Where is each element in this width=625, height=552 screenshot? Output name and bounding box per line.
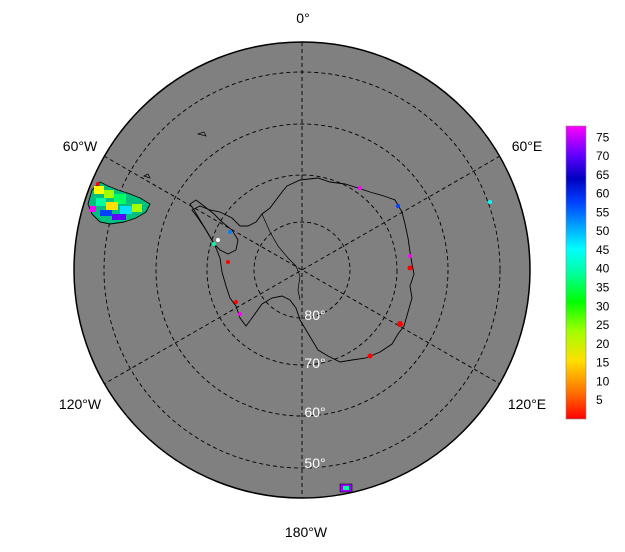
colorbar-tick-label: 5 xyxy=(596,393,603,407)
data-point xyxy=(407,265,413,271)
data-point xyxy=(234,300,238,304)
longitude-gridlines xyxy=(103,42,501,498)
data-point xyxy=(228,230,232,234)
data-point xyxy=(238,312,242,316)
data-point xyxy=(397,321,403,327)
data-patch xyxy=(96,198,106,206)
lat-label-50: 50° xyxy=(304,455,325,471)
colorbar-tick-label: 55 xyxy=(596,205,610,219)
sea-ice-data xyxy=(90,131,492,493)
data-point xyxy=(396,204,400,208)
colorbar-tick-label: 60 xyxy=(596,187,610,201)
lat-circle-60 xyxy=(155,123,449,417)
colorbar-tick-label: 75 xyxy=(596,130,610,144)
lon-label-60w: 60°W xyxy=(63,138,98,154)
data-patch xyxy=(104,190,114,198)
data-patch xyxy=(112,214,126,220)
data-point xyxy=(367,353,373,359)
data-patch xyxy=(100,210,112,216)
data-point xyxy=(358,186,362,190)
data-point xyxy=(96,182,100,186)
lon-label-120e: 120°E xyxy=(508,396,546,412)
ice-shelf-line xyxy=(261,213,301,301)
colorbar-tick-label: 30 xyxy=(596,299,610,313)
island xyxy=(196,131,207,137)
data-point xyxy=(408,254,412,258)
data-patch xyxy=(94,186,104,194)
island xyxy=(143,173,151,179)
meridian-60E-120W xyxy=(103,155,501,385)
data-point xyxy=(226,260,230,264)
data-point xyxy=(488,200,492,204)
colorbar-tick-label: 45 xyxy=(596,243,610,257)
data-patch xyxy=(343,486,349,490)
antarctica-coastline xyxy=(191,177,415,363)
data-point xyxy=(212,242,216,246)
lon-label-180: 180°W xyxy=(285,524,328,540)
colorbar-tick-label: 40 xyxy=(596,262,610,276)
data-patch xyxy=(90,206,96,212)
lon-label-0: 0° xyxy=(296,10,309,26)
meridian-60W-120E xyxy=(103,155,501,385)
data-point xyxy=(216,238,220,242)
lat-circle-80 xyxy=(253,221,351,319)
data-patch xyxy=(120,206,132,214)
antarctic-peninsula xyxy=(189,199,239,255)
data-patch xyxy=(114,194,126,204)
colorbar-tick-label: 70 xyxy=(596,149,610,163)
data-patch xyxy=(106,202,118,210)
colorbar-tick-label: 35 xyxy=(596,281,610,295)
lat-label-60: 60° xyxy=(304,404,325,420)
lat-label-80: 80° xyxy=(304,307,325,323)
colorbar-ticks: 75 70 65 60 55 50 45 40 35 30 25 20 15 10 5 xyxy=(596,130,610,407)
lat-label-70: 70° xyxy=(304,355,325,371)
colorbar-tick-label: 10 xyxy=(596,374,610,388)
colorbar-tick-label: 25 xyxy=(596,318,610,332)
colorbar-tick-label: 15 xyxy=(596,356,610,370)
colorbar xyxy=(565,125,587,420)
data-patch xyxy=(132,204,142,212)
lon-label-120w: 120°W xyxy=(59,396,102,412)
colorbar-tick-label: 65 xyxy=(596,168,610,182)
lon-label-60e: 60°E xyxy=(512,138,543,154)
colorbar-tick-label: 20 xyxy=(596,337,610,351)
colorbar-tick-label: 50 xyxy=(596,224,610,238)
